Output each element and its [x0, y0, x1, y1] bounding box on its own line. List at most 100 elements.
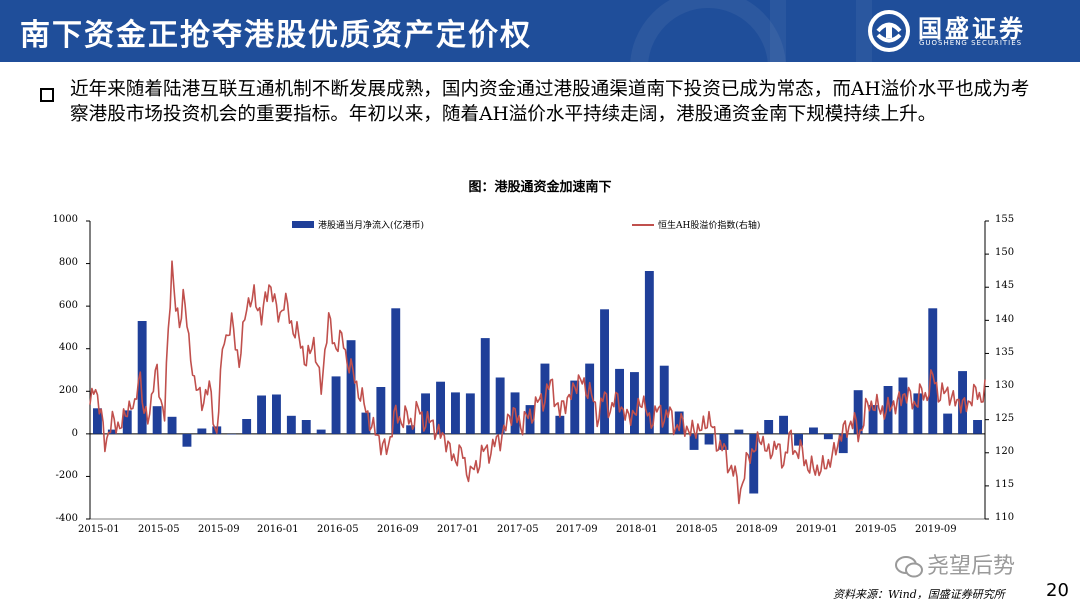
- bar-2017-10: [585, 363, 595, 434]
- bar-2015-03: [122, 410, 132, 434]
- source-note: 资料来源：Wind，国盛证券研究所: [833, 588, 1005, 601]
- page-title: 南下资金正抢夺港股优质资产定价权: [20, 18, 532, 53]
- x-tick: 2016-05: [317, 524, 359, 535]
- page-number: 20: [1046, 580, 1069, 601]
- y-right-tick: 145: [995, 280, 1015, 291]
- bullet-icon: [40, 88, 54, 102]
- logo-mark-icon: [868, 10, 910, 52]
- bar-2018-06: [704, 433, 714, 445]
- x-tick: 2017-09: [556, 524, 598, 535]
- header-decoration: [770, 0, 872, 62]
- bar-2017-01: [451, 392, 460, 434]
- y-right-tick: 110: [995, 512, 1015, 523]
- bar-2015-07: [182, 433, 192, 447]
- bar-2015-05: [152, 406, 162, 434]
- watermark-text: 尧望后势: [927, 554, 1016, 579]
- y-left-tick: 600: [58, 300, 78, 311]
- bar-2017-03: [480, 338, 490, 434]
- bar-2015-01: [93, 408, 102, 434]
- x-tick: 2016-09: [377, 524, 419, 535]
- y-right-tick: 140: [995, 314, 1015, 325]
- bar-2017-11: [600, 309, 609, 434]
- bar-2017-12: [615, 368, 624, 434]
- legend-line-swatch: [632, 224, 654, 226]
- y-right-tick: 130: [995, 380, 1015, 391]
- bar-2016-03: [301, 420, 311, 434]
- logo-subtitle: GUOSHENG SECURITIES: [919, 39, 1023, 47]
- x-tick: 2015-05: [138, 524, 180, 535]
- bar-2015-12: [257, 395, 266, 434]
- bar-2016-09: [391, 308, 401, 434]
- bar-2019-10: [943, 413, 953, 434]
- bar-2017-09: [570, 380, 580, 434]
- bar-2016-10: [406, 425, 416, 434]
- bar-2018-07: [719, 433, 729, 450]
- x-tick: 2018-01: [616, 524, 658, 535]
- bar-2015-08: [197, 428, 207, 434]
- y-left-tick: 0: [71, 428, 78, 439]
- watermark: 尧望后势: [895, 548, 1015, 580]
- bar-2017-06: [525, 405, 535, 434]
- bar-2015-04: [137, 321, 147, 434]
- bar-2018-10: [764, 420, 774, 434]
- bar-2018-11: [779, 415, 788, 434]
- y-left-tick: 800: [58, 257, 78, 268]
- bar-2018-05: [689, 433, 699, 450]
- logo-name: 国盛证券: [918, 15, 1026, 43]
- x-tick: 2018-05: [676, 524, 718, 535]
- y-right-tick: 125: [995, 413, 1015, 424]
- bar-2019-02: [823, 433, 833, 440]
- bar-2016-05: [331, 376, 341, 434]
- bar-2015-10: [227, 433, 237, 435]
- bar-2019-07: [898, 377, 908, 434]
- bar-2018-08: [734, 429, 744, 434]
- header-bar: 南下资金正抢夺港股优质资产定价权 国盛证券 GUOSHENG SECURITIE…: [0, 0, 1080, 62]
- x-tick: 2016-01: [257, 524, 299, 535]
- y-left-tick: -200: [55, 470, 78, 481]
- bar-2018-03: [659, 365, 669, 434]
- y-left-tick: 1000: [52, 214, 78, 225]
- bar-2019-03: [838, 433, 848, 454]
- y-left-tick: 400: [58, 342, 78, 353]
- y-right-tick: 115: [995, 479, 1015, 490]
- bar-2016-12: [436, 381, 445, 434]
- x-tick: 2015-01: [78, 524, 120, 535]
- x-tick: 2018-09: [736, 524, 778, 535]
- x-tick: 2019-05: [855, 524, 897, 535]
- bar-2018-12: [794, 433, 803, 446]
- bar-2018-04: [674, 411, 684, 434]
- y-right-tick: 155: [995, 214, 1015, 225]
- bar-2016-01: [272, 394, 281, 434]
- bar-2016-06: [346, 340, 356, 434]
- bar-2019-04: [853, 390, 863, 434]
- y-right-tick: 135: [995, 347, 1015, 358]
- summary-paragraph: 近年来随着陆港互联互通机制不断发展成熟，国内资金通过港股通渠道南下投资已成为常态…: [70, 79, 1030, 125]
- legend-label-bar: 港股通当月净流入(亿港币): [318, 221, 425, 231]
- ah-premium-line: [89, 260, 986, 505]
- x-tick: 2019-01: [796, 524, 838, 535]
- bar-2016-07: [361, 412, 371, 434]
- bar-2016-11: [421, 393, 430, 434]
- chart-title: 图：港股通资金加速南下: [468, 180, 612, 195]
- y-right-tick: 120: [995, 446, 1015, 457]
- bar-2019-05: [868, 405, 878, 434]
- bar-2019-09: [928, 308, 938, 434]
- bar-2019-01: [809, 427, 818, 434]
- bar-2016-02: [286, 415, 296, 434]
- x-tick: 2015-09: [198, 524, 240, 535]
- brand-logo: 国盛证券 GUOSHENG SECURITIES: [868, 8, 1068, 54]
- x-tick: 2017-01: [437, 524, 479, 535]
- y-left-tick: 200: [58, 385, 78, 396]
- bar-2018-02: [644, 271, 654, 434]
- wechat-icon: [895, 556, 923, 578]
- bar-2018-09: [749, 433, 759, 494]
- x-tick: 2017-05: [497, 524, 539, 535]
- bar-2015-02: [107, 429, 117, 434]
- bar-2015-11: [242, 419, 252, 434]
- bar-2016-04: [316, 429, 326, 434]
- bar-2019-12: [973, 420, 982, 434]
- bar-2016-08: [376, 387, 386, 434]
- bar-2015-06: [167, 416, 177, 434]
- y-left-tick: -400: [55, 513, 78, 524]
